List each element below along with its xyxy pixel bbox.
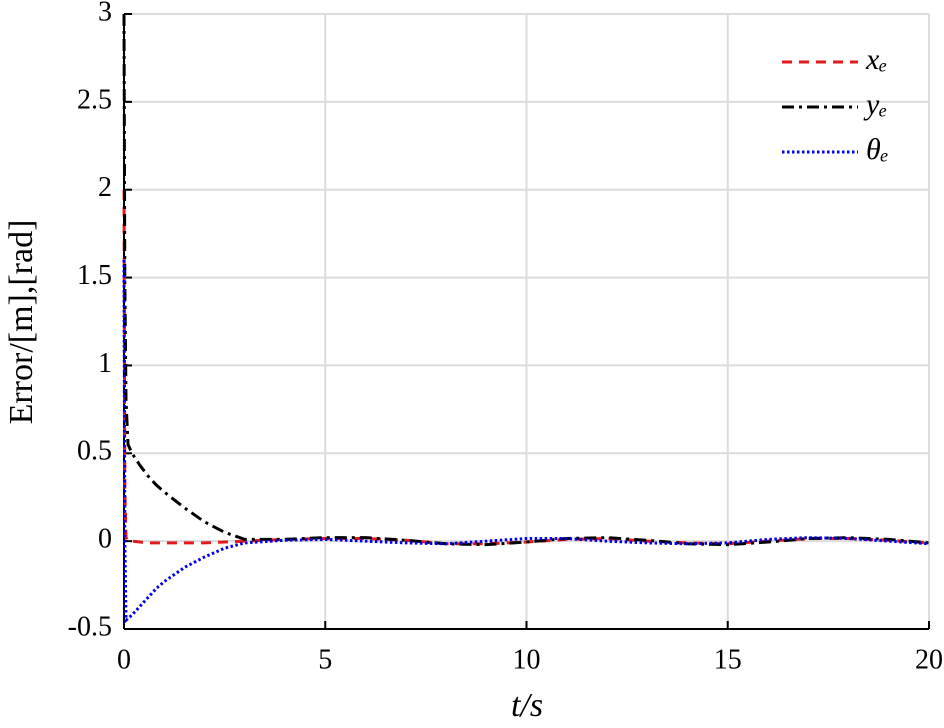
legend-label: xₑ: [865, 43, 887, 76]
x-tick-label: 20: [915, 644, 943, 675]
series-line: [122, 259, 930, 624]
y-tick-label: 2.5: [77, 84, 112, 115]
x-tick-label: 0: [117, 644, 131, 675]
series-line: [122, 13, 930, 547]
y-tick-label: 0.5: [77, 436, 112, 467]
legend-label: θₑ: [866, 133, 889, 166]
y-tick-label: 0: [98, 524, 112, 555]
y-tick-label: -0.5: [68, 611, 112, 642]
x-tick-label: 5: [318, 644, 332, 675]
y-tick-label: 1.5: [77, 260, 112, 291]
x-axis-label: t/s: [511, 687, 543, 724]
y-tick-label: 3: [98, 0, 112, 27]
y-axis-label: Error/[m],[rad]: [3, 220, 40, 425]
x-tick-label: 15: [714, 644, 742, 675]
y-tick-label: 1: [98, 348, 112, 379]
y-tick-label: 2: [98, 172, 112, 203]
legend-label: yₑ: [863, 88, 887, 121]
x-tick-label: 10: [513, 644, 541, 675]
